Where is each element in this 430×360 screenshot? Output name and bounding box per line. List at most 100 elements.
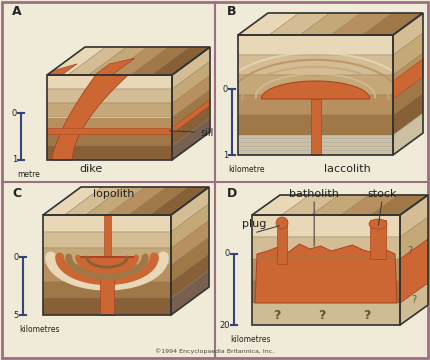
Bar bbox=[238, 95, 393, 115]
Polygon shape bbox=[393, 113, 423, 155]
Polygon shape bbox=[400, 217, 428, 259]
Bar bbox=[47, 89, 172, 103]
Text: kilometre: kilometre bbox=[228, 165, 264, 174]
Polygon shape bbox=[261, 81, 370, 99]
Polygon shape bbox=[311, 195, 369, 215]
Bar bbox=[43, 265, 171, 282]
Text: ?: ? bbox=[363, 309, 371, 321]
Text: A: A bbox=[12, 5, 22, 18]
Polygon shape bbox=[393, 33, 423, 75]
Polygon shape bbox=[300, 13, 361, 35]
Text: 20: 20 bbox=[219, 320, 230, 329]
Polygon shape bbox=[172, 100, 210, 134]
Bar bbox=[277, 220, 287, 264]
Bar bbox=[100, 257, 114, 315]
Polygon shape bbox=[150, 187, 209, 215]
Polygon shape bbox=[47, 47, 106, 75]
Polygon shape bbox=[171, 220, 209, 265]
Polygon shape bbox=[252, 195, 310, 215]
Polygon shape bbox=[95, 58, 135, 75]
Polygon shape bbox=[76, 257, 138, 273]
Polygon shape bbox=[172, 90, 210, 132]
Text: ?: ? bbox=[408, 246, 412, 256]
Polygon shape bbox=[400, 239, 428, 281]
Text: laccolith: laccolith bbox=[324, 164, 371, 174]
Bar bbox=[43, 232, 171, 248]
Bar bbox=[47, 132, 172, 146]
Text: ?: ? bbox=[412, 294, 417, 305]
Bar bbox=[238, 35, 393, 55]
Polygon shape bbox=[400, 239, 428, 303]
Circle shape bbox=[276, 217, 288, 229]
Polygon shape bbox=[370, 195, 428, 215]
Polygon shape bbox=[171, 270, 209, 315]
Bar bbox=[43, 298, 171, 315]
Polygon shape bbox=[128, 187, 187, 215]
Text: 0: 0 bbox=[14, 252, 19, 261]
Text: 0: 0 bbox=[223, 85, 228, 94]
Polygon shape bbox=[269, 13, 330, 35]
Text: stock: stock bbox=[368, 189, 397, 199]
Bar bbox=[43, 215, 171, 232]
Text: kilometres: kilometres bbox=[230, 335, 270, 344]
Text: sill: sill bbox=[170, 128, 213, 138]
Text: B: B bbox=[227, 5, 237, 18]
Text: ?: ? bbox=[273, 309, 281, 321]
Bar bbox=[47, 128, 172, 134]
Polygon shape bbox=[64, 187, 124, 215]
Polygon shape bbox=[86, 187, 145, 215]
Ellipse shape bbox=[369, 219, 387, 229]
Bar bbox=[252, 281, 400, 303]
Polygon shape bbox=[110, 47, 168, 75]
Polygon shape bbox=[151, 47, 210, 75]
Polygon shape bbox=[400, 195, 428, 237]
Polygon shape bbox=[171, 254, 209, 298]
Polygon shape bbox=[400, 261, 428, 303]
Polygon shape bbox=[52, 75, 128, 160]
Bar bbox=[5, 5, 215, 182]
Bar bbox=[238, 55, 393, 75]
Polygon shape bbox=[393, 53, 423, 95]
Bar bbox=[310, 99, 320, 155]
Text: 0: 0 bbox=[12, 109, 17, 118]
Polygon shape bbox=[282, 195, 339, 215]
Bar bbox=[220, 5, 425, 182]
Text: dike: dike bbox=[79, 164, 102, 174]
Polygon shape bbox=[238, 13, 299, 35]
Polygon shape bbox=[107, 187, 166, 215]
Polygon shape bbox=[171, 237, 209, 282]
Bar bbox=[370, 220, 386, 259]
Polygon shape bbox=[341, 195, 399, 215]
Polygon shape bbox=[331, 13, 392, 35]
Bar bbox=[43, 282, 171, 298]
Bar bbox=[47, 117, 172, 132]
Bar bbox=[47, 75, 172, 89]
Polygon shape bbox=[172, 104, 210, 146]
Bar bbox=[252, 237, 400, 259]
Text: 0: 0 bbox=[225, 249, 230, 258]
Polygon shape bbox=[255, 244, 397, 303]
Polygon shape bbox=[47, 64, 77, 75]
Bar bbox=[252, 303, 400, 325]
Text: kilometres: kilometres bbox=[19, 325, 59, 334]
Text: 1: 1 bbox=[12, 156, 17, 165]
Text: D: D bbox=[227, 187, 237, 200]
Text: metre: metre bbox=[17, 170, 40, 179]
Bar bbox=[5, 187, 215, 355]
Polygon shape bbox=[393, 59, 423, 99]
Polygon shape bbox=[393, 73, 423, 115]
Polygon shape bbox=[393, 93, 423, 135]
Bar bbox=[238, 135, 393, 155]
Polygon shape bbox=[400, 283, 428, 325]
Text: batholith: batholith bbox=[289, 189, 339, 199]
Bar bbox=[252, 215, 400, 237]
Polygon shape bbox=[172, 75, 210, 117]
Text: C: C bbox=[12, 187, 21, 200]
Text: 5: 5 bbox=[14, 310, 19, 320]
Bar bbox=[47, 146, 172, 160]
Bar bbox=[252, 259, 400, 281]
Polygon shape bbox=[172, 61, 210, 103]
Polygon shape bbox=[393, 13, 423, 55]
Text: lopolith: lopolith bbox=[93, 189, 134, 199]
Polygon shape bbox=[172, 118, 210, 160]
